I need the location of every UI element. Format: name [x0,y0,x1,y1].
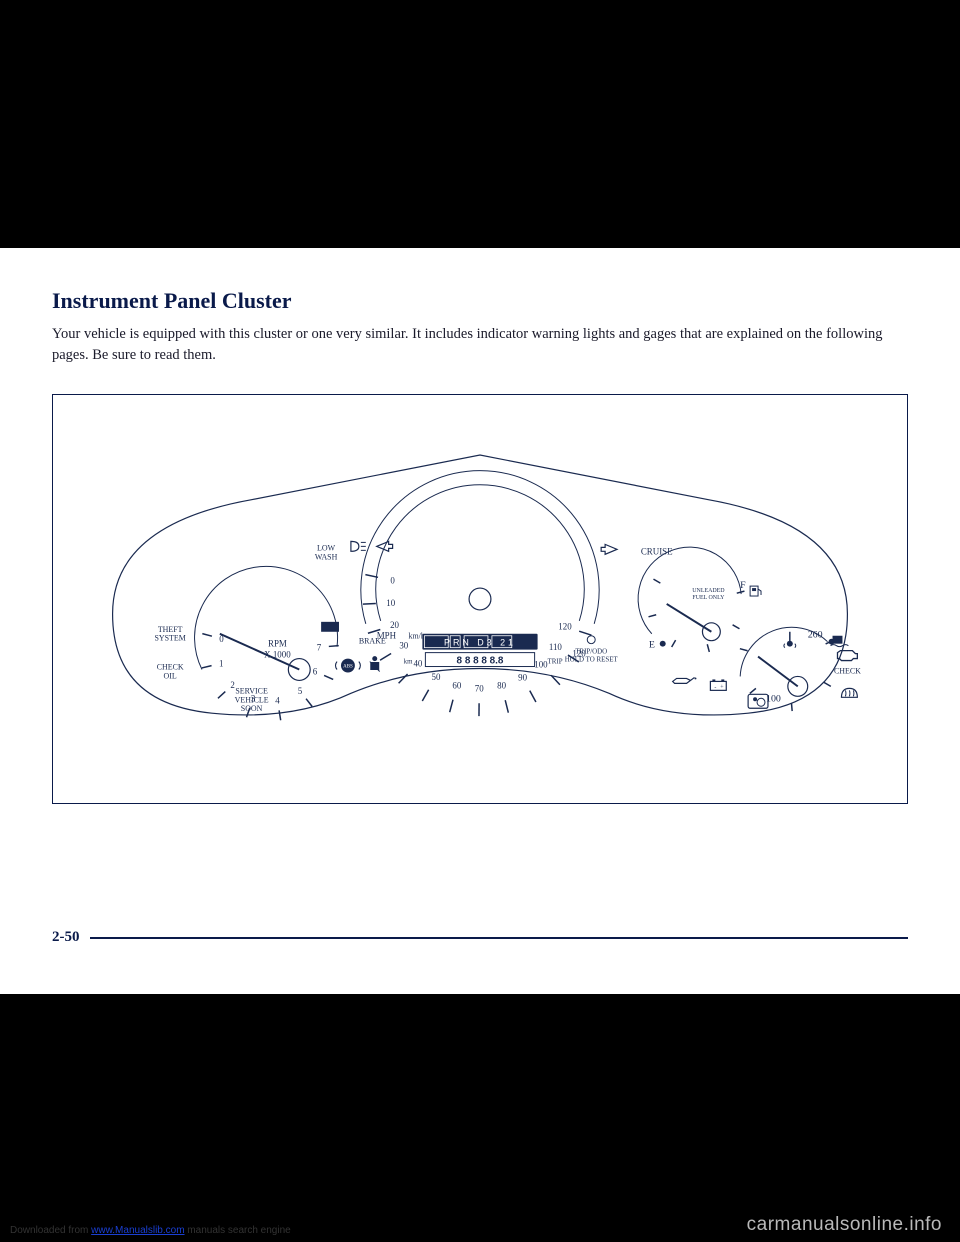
cluster-outline [113,455,848,715]
rpm-x1000-label: X 1000 [264,650,291,660]
svg-text:30: 30 [399,641,408,651]
svg-text:5: 5 [298,686,303,696]
rpm-label: RPM [268,639,287,649]
svg-text:1: 1 [219,658,223,668]
cluster-svg: 0102030405060708090100110120 MPH km/h 12… [53,395,907,803]
download-footer: Downloaded from www.Manualslib.com manua… [10,1225,291,1236]
svg-text:4: 4 [275,696,280,706]
svg-text:UNLEADED: UNLEADED [692,588,725,594]
svg-text:FUEL ONLY: FUEL ONLY [692,595,725,601]
svg-text:90: 90 [518,673,527,683]
page-number: 2-50 [52,929,80,946]
section-body: Your vehicle is equipped with this clust… [52,324,908,366]
gear-selector: PRN D3 21 [422,634,537,650]
page-footer: 2-50 [52,929,908,946]
svg-text:10: 10 [386,598,395,608]
svg-text:6: 6 [313,666,318,676]
svg-text:-: - [714,684,716,690]
svg-text:7: 7 [317,642,322,652]
svg-text:120: 120 [558,622,572,632]
watermark: carmanualsonline.info [747,1214,942,1236]
defrost-icon [841,688,857,697]
svg-text:100: 100 [534,659,548,669]
svg-text:80: 80 [497,681,506,691]
section-heading: Instrument Panel Cluster [52,288,908,314]
check-label: CHECK [834,667,861,676]
svg-text:40: 40 [413,658,422,668]
theft-label: THEFTSYSTEM [155,625,186,643]
kmh-label: km/h [409,632,425,641]
footer-rule [90,937,909,939]
svg-text:2: 2 [230,680,234,690]
svg-text:60: 60 [452,680,461,690]
svg-text:PRN D3 21: PRN D3 21 [444,638,516,648]
cruise-label: CRUISE [641,546,673,556]
svg-text:TRIP: TRIP [548,658,563,666]
brake-label: BRAKE [359,637,386,646]
fuel-empty-label: E [649,640,655,651]
svg-text:50: 50 [432,672,441,682]
svg-text:km: km [404,658,413,666]
low-wash-label: LOWWASH [315,543,338,561]
manualslib-link[interactable]: www.Manualslib.com [91,1225,184,1236]
svg-text:20: 20 [390,620,399,630]
manual-page: Instrument Panel Cluster Your vehicle is… [0,248,960,994]
svg-text:110: 110 [549,642,563,652]
instrument-cluster-diagram: 0102030405060708090100110120 MPH km/h 12… [52,394,908,804]
svg-text:70: 70 [475,683,484,693]
svg-text:0: 0 [390,575,395,585]
fuel-full-label: F [740,580,746,591]
temp-high-label: 260 [808,630,823,641]
svg-text:8 8 8 8 8.8: 8 8 8 8 8.8 [457,656,504,667]
svg-text:ABS: ABS [343,665,353,670]
